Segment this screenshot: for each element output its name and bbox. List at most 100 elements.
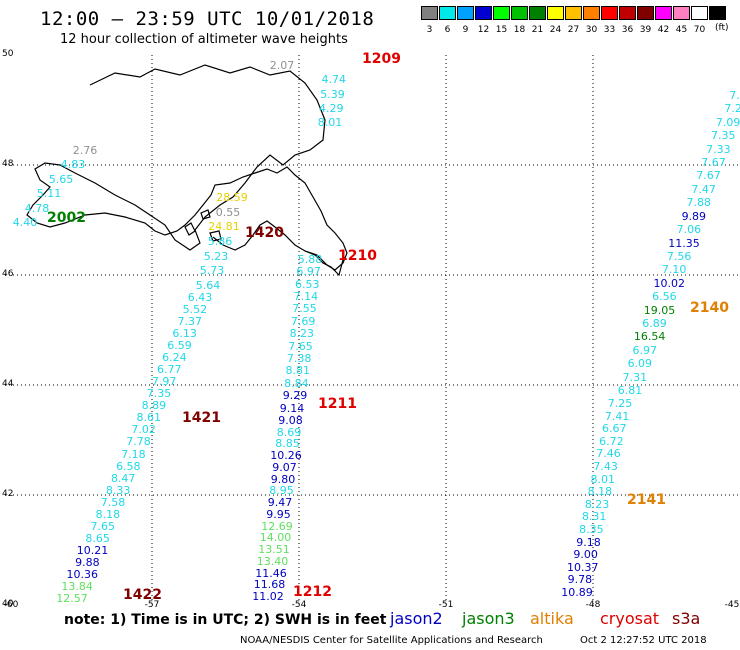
wave-height-value: 4.83: [60, 158, 86, 172]
pass-label: 1209: [362, 51, 401, 67]
wave-height-value: 9.47: [267, 496, 293, 509]
wave-height-value: 6.53: [295, 277, 320, 291]
wave-height-value: 7.88: [686, 196, 711, 210]
credit-line: NOAA/NESDIS Center for Satellite Applica…: [240, 635, 543, 646]
wave-height-value: 7.38: [286, 351, 312, 365]
wave-height-value: 11.46: [255, 566, 287, 580]
wave-height-value: 8.31: [581, 510, 607, 524]
legend-label: 30: [585, 25, 598, 35]
wave-height-value: 10.89: [561, 586, 593, 599]
legend-swatch: [619, 6, 636, 20]
legend-swatch: [565, 6, 582, 20]
legend-swatch: [493, 6, 510, 20]
legend-label: 21: [531, 25, 544, 35]
page-title: 12:00 – 23:59 UTC 10/01/2018: [40, 8, 375, 30]
wave-height-value: 4.40: [12, 216, 38, 229]
satellite-name: jason2: [390, 609, 443, 628]
wave-height-value: 6.72: [599, 434, 624, 448]
wave-height-value: 7.02: [131, 423, 156, 437]
lat-tick-label: 50: [2, 49, 14, 59]
wave-height-value: 6.09: [627, 357, 653, 371]
wave-height-value: 2.07: [269, 59, 295, 72]
wave-height-value: 6.56: [652, 290, 677, 304]
satellite-name: cryosat: [600, 609, 660, 628]
wave-height-value: 19.05: [643, 303, 676, 317]
legend-swatch: [673, 6, 690, 20]
island-2: [209, 230, 222, 242]
lon-tick-label: -45: [724, 600, 740, 610]
wave-height-value: 7.35: [711, 129, 736, 143]
wave-height-value: 9.07: [272, 460, 297, 474]
pass-label: 1422: [123, 587, 162, 603]
wave-height-value: 6.81: [617, 384, 643, 397]
units-note: note: 1) Time is in UTC; 2) SWH is in fe…: [64, 612, 387, 628]
lat-tick-label: 46: [2, 269, 14, 279]
wave-height-value: 8.89: [141, 399, 167, 413]
legend-label: 9: [462, 25, 469, 35]
wave-height-value: 24.81: [208, 220, 240, 234]
wave-height-value: 5.39: [320, 87, 345, 101]
wave-height-value: 8.85: [275, 437, 300, 451]
wave-height-value: 13.40: [256, 554, 289, 568]
legend-label: 15: [495, 25, 508, 35]
wave-height-value: 7.14: [293, 290, 319, 304]
wave-height-value: 11.35: [668, 236, 700, 250]
wave-height-value: 8.01: [590, 472, 616, 486]
wave-height-value: 8.65: [85, 531, 110, 545]
wave-height-value: 12.57: [56, 592, 88, 605]
lat-tick-label: 48: [2, 159, 14, 169]
legend-swatch: [511, 6, 528, 20]
wave-height-value: 11.02: [252, 590, 284, 603]
wave-height-value: 7.18: [121, 447, 146, 461]
wave-height-value: 7.55: [292, 302, 317, 316]
wave-height-value: 7.56: [666, 249, 692, 263]
wave-height-value: 10.36: [66, 567, 98, 581]
wave-height-value: 8.69: [276, 425, 302, 439]
wave-height-value: 8.61: [136, 411, 162, 425]
wave-height-value: 7.25: [607, 397, 633, 410]
wave-height-value: 10.26: [270, 449, 302, 462]
wave-height-value: 28.59: [216, 191, 248, 204]
wave-height-value: 5.88: [297, 253, 323, 266]
wave-height-value: 7.06: [676, 223, 702, 237]
wave-height-value: 8.33: [105, 483, 131, 497]
legend-label: 39: [639, 25, 652, 35]
pass-label: 2002: [47, 210, 86, 226]
wave-height-value: 9.88: [75, 555, 100, 569]
wave-height-value: 6.24: [162, 351, 187, 365]
wave-height-value: 6.97: [632, 343, 657, 357]
legend-label: 24: [549, 25, 562, 35]
wave-height-value: 11.68: [253, 578, 286, 592]
wave-height-value: 5.64: [195, 279, 221, 292]
wave-height-value: 5.23: [203, 249, 229, 263]
wave-height-value: 7.31: [622, 370, 648, 384]
wave-height-value: 5.86: [207, 235, 233, 248]
wave-height-value: 7.41: [604, 409, 630, 423]
wave-height-value: 8.18: [587, 485, 613, 499]
wave-height-value: 4.78: [24, 201, 50, 215]
coastline: [26, 64, 348, 277]
legend-label: 42: [657, 25, 670, 35]
wave-height-value: 7.67: [696, 169, 721, 183]
pass-label: 1421: [182, 410, 221, 426]
wave-height-value: 10.37: [566, 560, 599, 574]
wave-height-value: 8.95: [269, 484, 294, 498]
legend-label: 45: [675, 25, 688, 35]
wave-height-value: 4.74: [321, 73, 347, 87]
wave-height-value: 7.2: [724, 102, 740, 116]
wave-height-value: 9.80: [270, 472, 296, 486]
wave-height-value: 10.02: [653, 276, 686, 290]
wave-height-value: 9.08: [278, 413, 303, 427]
wave-height-value: 5.52: [182, 303, 208, 317]
legend-swatch: [601, 6, 618, 20]
wave-height-map: [5, 55, 740, 605]
wave-height-value: 4.29: [319, 101, 344, 115]
lat-tick-label: 42: [2, 489, 14, 499]
wave-height-value: 7.65: [90, 519, 115, 533]
wave-height-value: 10.21: [76, 543, 109, 557]
wave-height-value: 6.77: [157, 363, 182, 377]
wave-height-value: 7.78: [126, 435, 151, 449]
wave-height-value: 7.65: [288, 339, 313, 353]
wave-height-value: 8.35: [579, 523, 604, 536]
legend-swatch: [439, 6, 456, 20]
